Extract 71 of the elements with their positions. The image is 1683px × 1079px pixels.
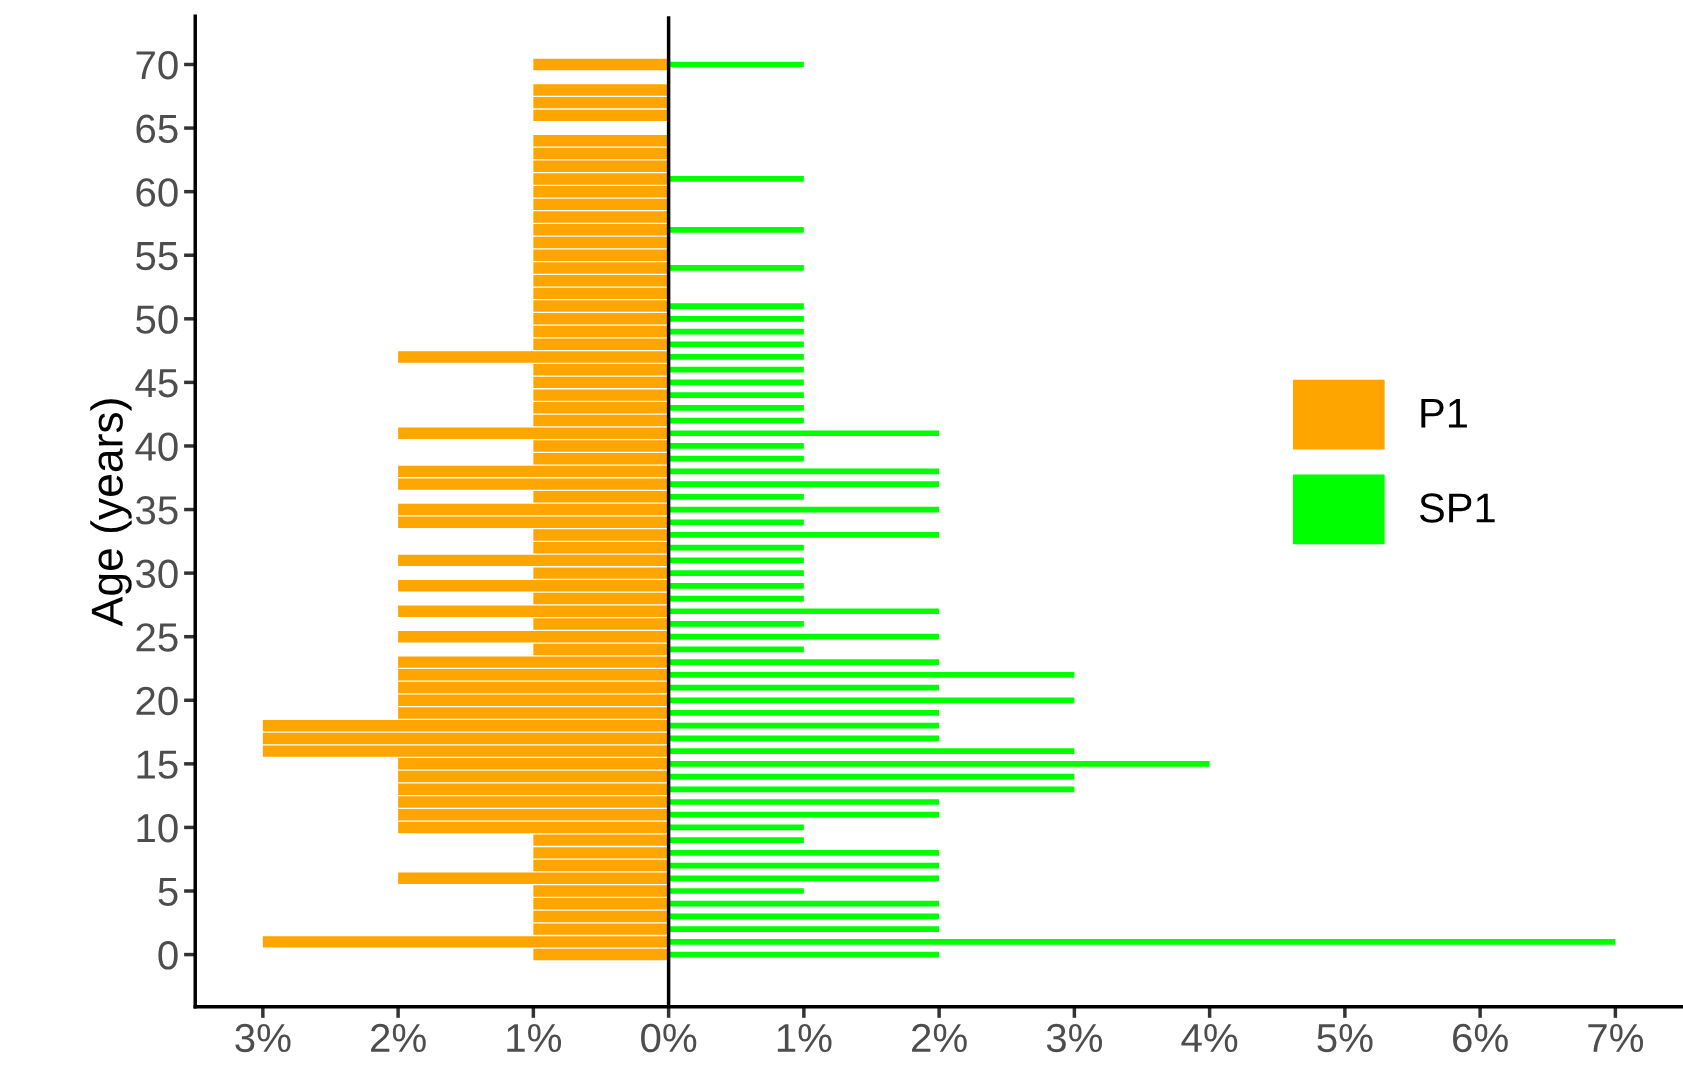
- x-tick-label: 5%: [1317, 1023, 1373, 1053]
- bar: [668, 354, 804, 360]
- x-tick-label: 0%: [641, 1023, 697, 1053]
- bar: [668, 900, 940, 907]
- bar: [668, 811, 940, 818]
- y-tick-label: 70: [136, 50, 178, 80]
- y-tick-label: 60: [136, 178, 178, 207]
- y-tick-label: 50: [136, 305, 178, 334]
- x-tick-label: 6%: [1453, 1023, 1508, 1053]
- bar: [668, 532, 940, 538]
- legend-label: P1: [1421, 398, 1467, 428]
- bar: [668, 786, 1075, 793]
- legend-label: SP1: [1419, 493, 1495, 523]
- y-tick-label: 30: [135, 559, 178, 589]
- y-axis-title: Age (years): [90, 399, 132, 627]
- bar: [668, 608, 940, 615]
- bar: [668, 519, 804, 526]
- bar: [668, 722, 940, 729]
- bar: [533, 109, 669, 122]
- bar: [668, 315, 804, 322]
- bar: [668, 748, 1075, 754]
- bar: [668, 849, 940, 856]
- x-tick-label: 3%: [235, 1023, 291, 1053]
- y-tick-label: 0: [158, 941, 178, 970]
- y-tick-label: 10: [137, 813, 178, 843]
- bar: [668, 697, 1075, 704]
- x-tick-label: 2%: [371, 1023, 426, 1053]
- bar: [668, 366, 804, 373]
- y-tick-label: 45: [135, 369, 178, 398]
- bar: [668, 430, 940, 437]
- y-tick-label: 20: [136, 686, 178, 716]
- bar: [668, 888, 804, 894]
- bar: [668, 481, 940, 487]
- bar: [668, 875, 940, 882]
- bar: [668, 544, 804, 551]
- y-tick-label: 25: [136, 623, 178, 652]
- bar: [668, 455, 804, 462]
- bar: [668, 659, 940, 665]
- bar: [668, 710, 940, 716]
- bar: [533, 58, 669, 71]
- bar: [668, 443, 804, 449]
- bar: [668, 671, 1075, 678]
- bar: [668, 176, 804, 182]
- bar: [668, 633, 940, 640]
- bar: [668, 760, 1210, 767]
- y-tick-label: 5: [158, 877, 178, 906]
- bar: [668, 392, 804, 398]
- y-tick-label: 65: [136, 114, 178, 144]
- bar: [668, 837, 804, 843]
- y-tick-label: 35: [135, 496, 178, 525]
- x-tick-label: 7%: [1588, 1023, 1644, 1053]
- bar: [668, 799, 940, 805]
- bar: [668, 582, 804, 589]
- bar: [668, 303, 804, 309]
- y-tick-label: 40: [135, 432, 178, 461]
- bar: [668, 939, 1616, 945]
- x-tick-label: 1%: [777, 1023, 832, 1053]
- bar: [668, 926, 940, 932]
- bar: [668, 404, 804, 411]
- bar: [668, 226, 804, 233]
- x-tick-label: 4%: [1181, 1023, 1238, 1053]
- bar: [668, 265, 804, 271]
- x-tick-label: 2%: [912, 1023, 967, 1053]
- x-tick-label: 3%: [1046, 1023, 1103, 1053]
- bar: [668, 621, 804, 627]
- x-tick-label: 1%: [507, 1023, 562, 1053]
- bar: [668, 570, 804, 576]
- bar: [668, 341, 804, 348]
- y-tick-label: 15: [137, 750, 178, 779]
- y-tick-label: 55: [136, 242, 178, 271]
- bar: [668, 493, 804, 500]
